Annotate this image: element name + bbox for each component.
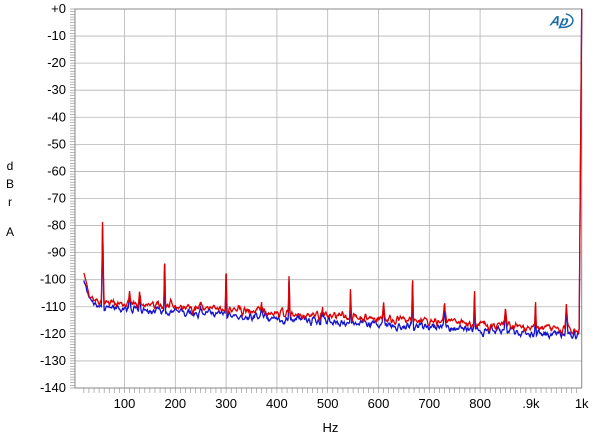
svg-text:600: 600 — [368, 396, 390, 411]
svg-text:-120: -120 — [40, 326, 66, 341]
svg-text:-20: -20 — [47, 55, 66, 70]
svg-text:-30: -30 — [47, 82, 66, 97]
svg-text:-50: -50 — [47, 136, 66, 151]
svg-text:1k: 1k — [575, 396, 589, 411]
svg-text:Ap: Ap — [548, 14, 570, 29]
svg-text:-140: -140 — [40, 380, 66, 395]
svg-text:-40: -40 — [47, 109, 66, 124]
svg-text:-130: -130 — [40, 353, 66, 368]
svg-text:500: 500 — [317, 396, 339, 411]
svg-text:-10: -10 — [47, 28, 66, 43]
svg-text:-80: -80 — [47, 218, 66, 233]
svg-text:-60: -60 — [47, 163, 66, 178]
svg-text:-70: -70 — [47, 191, 66, 206]
svg-text:300: 300 — [215, 396, 237, 411]
svg-text:100: 100 — [114, 396, 136, 411]
svg-text:700: 700 — [418, 396, 440, 411]
svg-text:800: 800 — [469, 396, 491, 411]
svg-text:400: 400 — [266, 396, 288, 411]
svg-text:.9k: .9k — [522, 396, 540, 411]
svg-text:-90: -90 — [47, 245, 66, 260]
svg-text:200: 200 — [164, 396, 186, 411]
svg-text:+0: +0 — [51, 1, 66, 16]
svg-text:-110: -110 — [41, 299, 66, 314]
svg-text:-100: -100 — [40, 272, 66, 287]
